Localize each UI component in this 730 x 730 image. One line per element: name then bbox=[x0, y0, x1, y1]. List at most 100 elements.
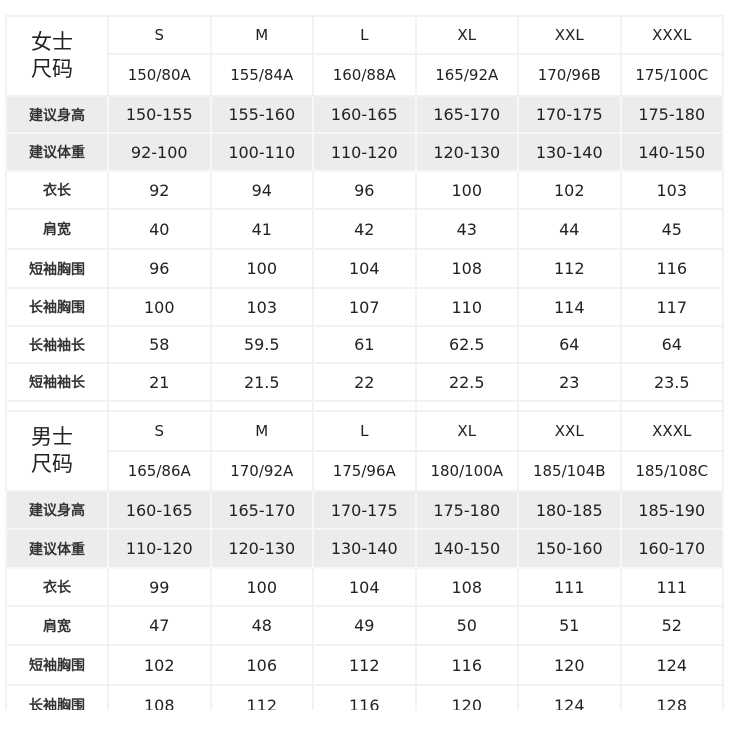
row-label: 建议体重 bbox=[5, 528, 109, 569]
table-row: 衣长 99 100 104 108 111 111 bbox=[5, 567, 724, 607]
table-row: 衣长 92 94 96 100 102 103 bbox=[5, 170, 724, 210]
row-label: 建议身高 bbox=[5, 490, 109, 530]
row-label: 建议体重 bbox=[5, 132, 109, 172]
size-table: 女士 尺码 S M L XL XXL XXXL 150/80A 155/84A 160/88A 165… bbox=[5, 15, 724, 710]
size-code: 160/88A bbox=[312, 53, 417, 97]
title-line-2: 尺码 bbox=[31, 57, 73, 81]
value-cell: 21 bbox=[107, 362, 212, 402]
size-header: S bbox=[107, 410, 212, 452]
value-cell: 112 bbox=[517, 248, 622, 289]
size-code: 185/104B bbox=[517, 450, 622, 492]
size-code: 180/100A bbox=[414, 450, 519, 492]
size-chart: 女士 尺码 S M L XL XXL XXXL 150/80A 155/84A 160/88A 165… bbox=[5, 15, 724, 710]
value-cell: 45 bbox=[619, 208, 724, 250]
size-code: 165/92A bbox=[414, 53, 519, 97]
value-cell: 160-170 bbox=[619, 528, 724, 569]
size-code: 150/80A bbox=[107, 53, 212, 97]
gap-cell bbox=[209, 400, 314, 412]
value-cell: 120-130 bbox=[414, 132, 519, 172]
size-header: XXL bbox=[517, 15, 622, 55]
value-cell: 160-165 bbox=[312, 95, 417, 134]
value-cell: 124 bbox=[517, 684, 622, 710]
value-cell: 48 bbox=[209, 605, 314, 646]
women-code-row: 150/80A 155/84A 160/88A 165/92A 170/96B 175/1… bbox=[6, 53, 724, 97]
row-label: 肩宽 bbox=[5, 208, 109, 250]
value-cell: 43 bbox=[414, 208, 519, 250]
value-cell: 96 bbox=[107, 248, 212, 289]
size-header: S bbox=[107, 15, 212, 55]
row-label: 衣长 bbox=[5, 170, 109, 210]
value-cell: 150-155 bbox=[107, 95, 212, 134]
value-cell: 140-150 bbox=[414, 528, 519, 569]
value-cell: 51 bbox=[517, 605, 622, 646]
value-cell: 22.5 bbox=[414, 362, 519, 402]
value-cell: 120 bbox=[517, 644, 622, 686]
table-row: 短袖胸围 102 106 112 116 120 124 bbox=[5, 644, 724, 686]
section-gap bbox=[5, 400, 724, 412]
value-cell: 41 bbox=[209, 208, 314, 250]
value-cell: 175-180 bbox=[619, 95, 724, 134]
value-cell: 130-140 bbox=[517, 132, 622, 172]
table-row: 短袖袖长 21 21.5 22 22.5 23 23.5 bbox=[5, 362, 724, 402]
size-header: L bbox=[312, 15, 417, 55]
value-cell: 120-130 bbox=[209, 528, 314, 569]
value-cell: 92-100 bbox=[107, 132, 212, 172]
size-code: 155/84A bbox=[209, 53, 314, 97]
value-cell: 22 bbox=[312, 362, 417, 402]
value-cell: 61 bbox=[312, 325, 417, 364]
size-code: 165/86A bbox=[107, 450, 212, 492]
value-cell: 108 bbox=[414, 567, 519, 607]
value-cell: 42 bbox=[312, 208, 417, 250]
value-cell: 52 bbox=[619, 605, 724, 646]
row-label: 长袖袖长 bbox=[5, 325, 109, 364]
value-cell: 64 bbox=[619, 325, 724, 364]
men-code-row: 165/86A 170/92A 175/96A 180/100A 185/104B 185… bbox=[6, 450, 724, 492]
value-cell: 47 bbox=[107, 605, 212, 646]
value-cell: 155-160 bbox=[209, 95, 314, 134]
value-cell: 165-170 bbox=[414, 95, 519, 134]
table-row: 建议体重 92-100 100-110 110-120 120-130 130-140 14… bbox=[5, 132, 724, 172]
value-cell: 108 bbox=[414, 248, 519, 289]
women-section-title: 女士 尺码 bbox=[5, 15, 109, 97]
gap-cell bbox=[414, 400, 519, 412]
table-row: 建议身高 150-155 155-160 160-165 165-170 170-175 1… bbox=[5, 95, 724, 134]
value-cell: 100-110 bbox=[209, 132, 314, 172]
size-header: M bbox=[209, 15, 314, 55]
value-cell: 99 bbox=[107, 567, 212, 607]
value-cell: 111 bbox=[517, 567, 622, 607]
row-label: 长袖胸围 bbox=[5, 287, 109, 327]
value-cell: 175-180 bbox=[414, 490, 519, 530]
size-header: XL bbox=[414, 410, 519, 452]
value-cell: 124 bbox=[619, 644, 724, 686]
value-cell: 40 bbox=[107, 208, 212, 250]
gap-cell bbox=[107, 400, 212, 412]
size-header: XXXL bbox=[619, 15, 724, 55]
value-cell: 130-140 bbox=[312, 528, 417, 569]
value-cell: 102 bbox=[517, 170, 622, 210]
gap-cell bbox=[517, 400, 622, 412]
row-label: 衣长 bbox=[5, 567, 109, 607]
row-label: 短袖袖长 bbox=[5, 362, 109, 402]
value-cell: 150-160 bbox=[517, 528, 622, 569]
table-row: 短袖胸围 96 100 104 108 112 116 bbox=[5, 248, 724, 289]
value-cell: 110-120 bbox=[107, 528, 212, 569]
value-cell: 140-150 bbox=[619, 132, 724, 172]
value-cell: 58 bbox=[107, 325, 212, 364]
size-header: M bbox=[209, 410, 314, 452]
gap-cell bbox=[5, 400, 109, 412]
row-label: 肩宽 bbox=[5, 605, 109, 646]
value-cell: 44 bbox=[517, 208, 622, 250]
value-cell: 23.5 bbox=[619, 362, 724, 402]
title-line-1: 女士 bbox=[31, 30, 73, 54]
size-header: XL bbox=[414, 15, 519, 55]
table-row: 长袖胸围 100 103 107 110 114 117 bbox=[5, 287, 724, 327]
size-header: L bbox=[312, 410, 417, 452]
value-cell: 96 bbox=[312, 170, 417, 210]
row-label: 短袖胸围 bbox=[5, 644, 109, 686]
value-cell: 100 bbox=[107, 287, 212, 327]
table-row: 长袖胸围 108 112 116 120 124 128 bbox=[5, 684, 724, 710]
table-row: 肩宽 40 41 42 43 44 45 bbox=[5, 208, 724, 250]
value-cell: 107 bbox=[312, 287, 417, 327]
value-cell: 116 bbox=[414, 644, 519, 686]
value-cell: 94 bbox=[209, 170, 314, 210]
